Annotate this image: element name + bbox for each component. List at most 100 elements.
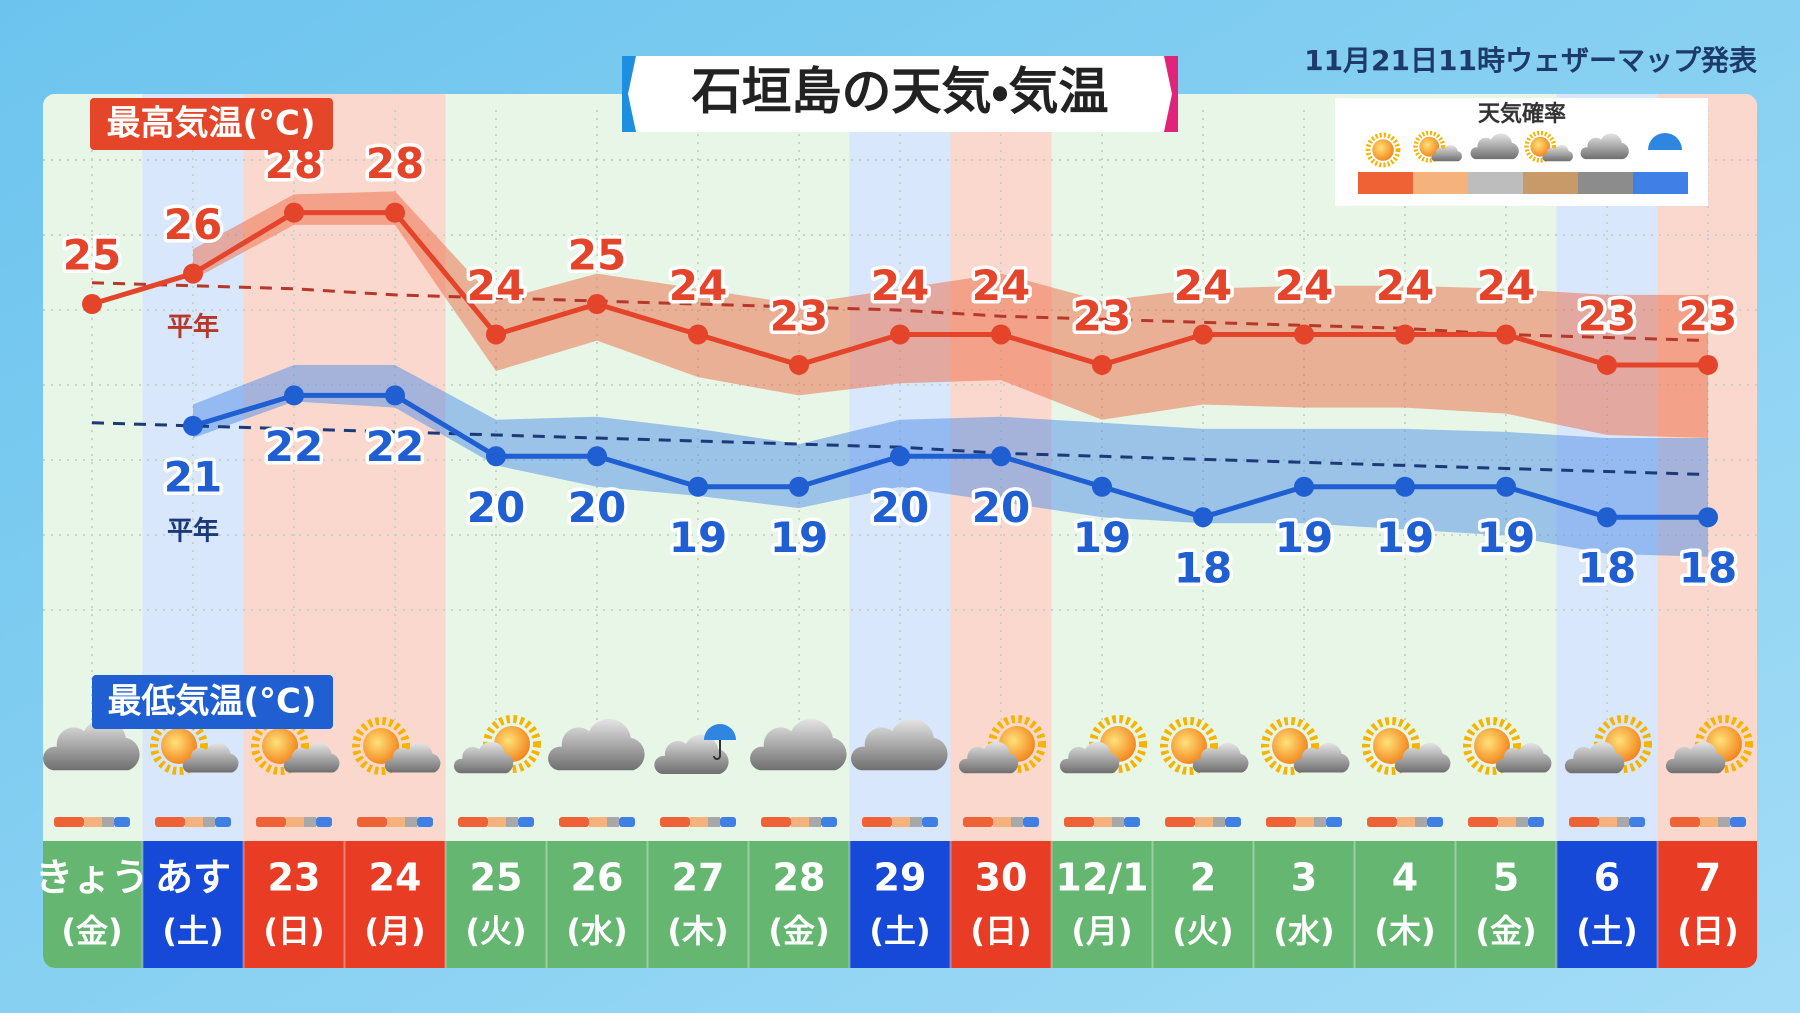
legend-swatch	[1468, 172, 1523, 194]
x-tick-label: 23	[268, 856, 321, 900]
point	[587, 446, 607, 467]
series-label: 最高気温(°C)	[106, 104, 315, 144]
normal-label: 平年	[167, 515, 219, 546]
date-cell	[950, 841, 1052, 968]
legend-swatch	[1413, 172, 1468, 194]
probability-bar	[660, 817, 736, 827]
weekday-label: (水)	[566, 912, 627, 950]
point	[284, 385, 304, 406]
weekday-label: (日)	[970, 912, 1031, 950]
probability-bar	[1468, 817, 1544, 827]
legend-swatch	[1633, 172, 1688, 194]
probability-bar	[458, 817, 534, 827]
legend-swatch	[1358, 172, 1413, 194]
series-label: 最低気温(°C)	[107, 682, 316, 722]
point	[284, 202, 304, 223]
point	[789, 354, 809, 375]
probability-bar	[1266, 817, 1342, 827]
x-tick-label: 26	[571, 856, 624, 900]
weekday-label: (金)	[768, 912, 829, 950]
date-cell	[1657, 841, 1757, 968]
date-cell	[849, 841, 951, 968]
probability-bar	[256, 817, 332, 827]
issued: 11月21日11時ウェザーマップ発表	[1304, 44, 1758, 77]
point	[82, 294, 102, 315]
date-cell	[1253, 841, 1355, 968]
date-cell	[243, 841, 345, 968]
point	[688, 324, 708, 345]
x-tick-label: 30	[975, 856, 1028, 900]
point	[688, 476, 708, 497]
point	[1092, 476, 1112, 497]
weekday-label: (月)	[364, 912, 425, 950]
value-label: 23	[1578, 291, 1636, 340]
weekday-label: (日)	[1677, 912, 1738, 950]
point	[991, 446, 1011, 467]
point	[183, 415, 203, 436]
plot: きょう(金)あす(土)23(日)24(月)25(火)26(水)27(木)28(金…	[35, 136, 1749, 950]
point	[1698, 507, 1718, 528]
value-label: 19	[669, 513, 727, 562]
normal-line	[91, 281, 1709, 343]
probability-bar	[1670, 817, 1746, 827]
legend-swatch	[1523, 172, 1578, 194]
point	[890, 324, 910, 345]
probability-bar	[862, 817, 938, 827]
point	[1698, 354, 1718, 375]
point	[1294, 476, 1314, 497]
x-tick-label: あす	[155, 856, 231, 900]
value-label: 20	[568, 483, 626, 532]
value-label: 28	[366, 139, 424, 188]
point	[486, 446, 506, 467]
point	[587, 294, 607, 315]
value-label: 18	[1578, 544, 1636, 593]
date-cell	[142, 841, 244, 968]
probability-bar	[1064, 817, 1140, 827]
value-label: 24	[1275, 261, 1333, 310]
probability-bar	[155, 817, 231, 827]
value-label: 19	[770, 513, 828, 562]
weekday-label: (土)	[1576, 912, 1637, 950]
point	[1092, 354, 1112, 375]
weekday-label: (月)	[1071, 912, 1132, 950]
weekday-label: (木)	[1374, 912, 1435, 950]
date-cell	[1556, 841, 1658, 968]
point	[1496, 324, 1516, 345]
point	[1395, 476, 1415, 497]
point	[789, 476, 809, 497]
x-tick-label: 7	[1695, 856, 1721, 900]
normal-label: 平年	[167, 311, 219, 342]
value-label: 19	[1477, 513, 1535, 562]
value-label: 19	[1376, 513, 1434, 562]
value-label: 22	[265, 422, 323, 471]
x-tick-label: 4	[1392, 856, 1418, 900]
probability-bar	[54, 817, 130, 827]
probability-bar	[1367, 817, 1443, 827]
series-line	[192, 392, 1708, 520]
probability-bar	[559, 817, 635, 827]
point	[1294, 324, 1314, 345]
value-label: 18	[1174, 544, 1232, 593]
legend-swatch	[1578, 172, 1633, 194]
range-band	[193, 364, 1708, 557]
x-tick-label: 6	[1594, 856, 1620, 900]
probability-bar	[1569, 817, 1645, 827]
date-cell	[1051, 841, 1153, 968]
point	[385, 202, 405, 223]
x-tick-label: 25	[470, 856, 523, 900]
weekday-label: (火)	[1172, 912, 1233, 950]
title-bg	[622, 56, 1178, 132]
x-tick-label: 12/1	[1055, 856, 1148, 900]
value-label: 19	[1275, 513, 1333, 562]
title-box: 石垣島の天気・気温	[622, 56, 1178, 132]
x-tick-label: 24	[369, 856, 422, 900]
weekday-label: (土)	[162, 912, 223, 950]
point	[385, 385, 405, 406]
date-cell	[43, 841, 143, 968]
value-label: 22	[366, 422, 424, 471]
x-tick-label: 5	[1493, 856, 1519, 900]
value-label: 24	[467, 261, 525, 310]
legend-title: 天気確率	[1478, 101, 1566, 127]
weekday-label: (日)	[263, 912, 324, 950]
